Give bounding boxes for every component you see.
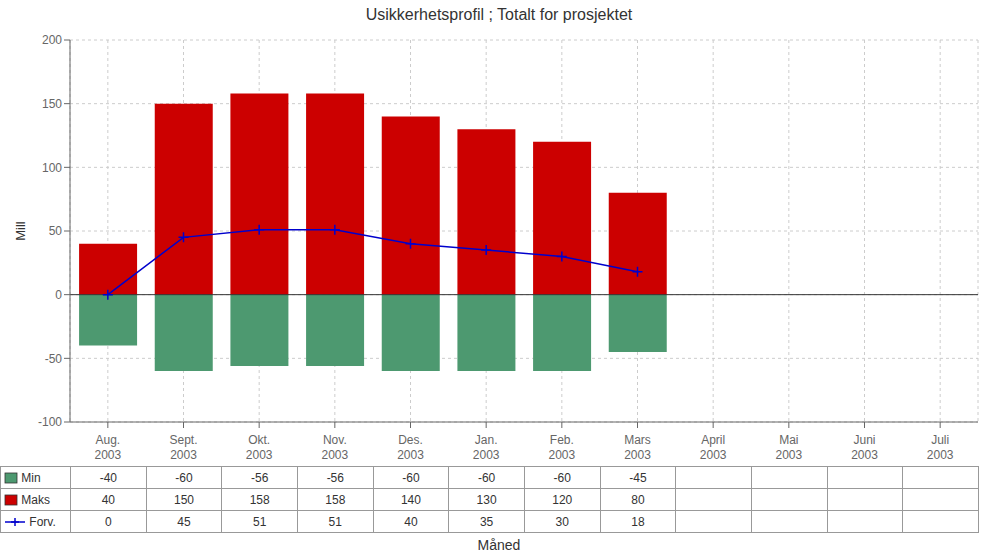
html-text:Min: Min bbox=[21, 470, 41, 485]
html-text:Maks: Maks bbox=[21, 492, 50, 507]
svg-text:50: 50 bbox=[49, 224, 63, 238]
svg-text:100: 100 bbox=[42, 161, 62, 175]
html-text:150: 150 bbox=[174, 492, 194, 507]
html-text:35: 35 bbox=[479, 514, 494, 529]
html-text:Usikkerhetsprofil ; Totalt for: Usikkerhetsprofil ; Totalt for prosjekte… bbox=[365, 6, 633, 23]
svg-text:150: 150 bbox=[42, 97, 62, 111]
html-text:-56: -56 bbox=[251, 470, 269, 485]
html-text:140: 140 bbox=[400, 492, 421, 507]
svg-text:Feb.2003: Feb.2003 bbox=[548, 433, 575, 462]
html-text:40: 40 bbox=[404, 514, 418, 529]
html-text:30: 30 bbox=[555, 514, 569, 529]
svg-text:Mars2003: Mars2003 bbox=[624, 433, 651, 462]
svg-text:Juli2003: Juli2003 bbox=[927, 433, 954, 462]
svg-text:Sept.2003: Sept.2003 bbox=[169, 433, 197, 462]
html-text:-60: -60 bbox=[477, 470, 496, 485]
html-text:Forv.: Forv. bbox=[29, 514, 56, 529]
html-text:45: 45 bbox=[177, 514, 191, 529]
html-text:-56: -56 bbox=[326, 470, 344, 485]
html-text:-60: -60 bbox=[175, 470, 193, 485]
html-text:158: 158 bbox=[325, 492, 346, 507]
html-text:-60: -60 bbox=[553, 470, 571, 485]
svg-text:Jan.2003: Jan.2003 bbox=[473, 433, 500, 462]
svg-text:Okt.2003: Okt.2003 bbox=[246, 433, 273, 462]
svg-text:-50: -50 bbox=[45, 352, 63, 366]
html-text:80: 80 bbox=[631, 492, 645, 507]
svg-text:Aug.2003: Aug.2003 bbox=[94, 433, 121, 462]
svg-text:Des.2003: Des.2003 bbox=[397, 433, 424, 462]
html-text:-40: -40 bbox=[99, 470, 117, 485]
html-text:130: 130 bbox=[476, 492, 497, 507]
svg-text:200: 200 bbox=[42, 33, 62, 47]
svg-text:Mill: Mill bbox=[13, 221, 28, 241]
html-text:158: 158 bbox=[249, 492, 270, 507]
html-text:51: 51 bbox=[253, 514, 267, 529]
svg-text:Nov.2003: Nov.2003 bbox=[321, 433, 348, 462]
svg-text:0: 0 bbox=[55, 288, 62, 302]
html-text:-60: -60 bbox=[402, 470, 420, 485]
html-text:51: 51 bbox=[328, 514, 342, 529]
svg-text:April2003: April2003 bbox=[700, 433, 727, 462]
html-text:Måned: Måned bbox=[477, 537, 521, 553]
html-text:40: 40 bbox=[101, 492, 115, 507]
svg-text:Juni2003: Juni2003 bbox=[851, 433, 878, 462]
html-text:-45: -45 bbox=[629, 470, 647, 485]
html-text:18: 18 bbox=[631, 514, 645, 529]
html-text:120: 120 bbox=[552, 492, 573, 507]
svg-text:Mai2003: Mai2003 bbox=[775, 433, 802, 462]
html-text:0: 0 bbox=[105, 514, 112, 529]
svg-text:-100: -100 bbox=[38, 415, 62, 429]
